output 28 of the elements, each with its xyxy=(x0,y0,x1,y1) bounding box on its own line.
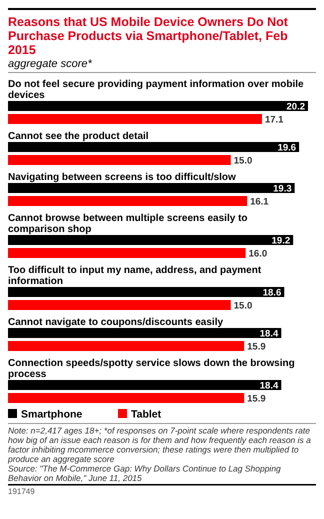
y-tick-label: Cannot navigate to coupons/discounts easily xyxy=(8,317,224,328)
legend-label: Smartphone xyxy=(21,408,82,420)
y-tick-label: Connection speeds/spotty service slows down the browsing process xyxy=(8,358,295,380)
data-label: 19.2 xyxy=(272,236,290,246)
data-label: 15.9 xyxy=(247,394,266,404)
chart-title: Reasons that US Mobile Device Owners Do Not Purchase Products via Smartphone/Tablet, Feb 2015 xyxy=(8,15,289,57)
source-note: Source: "The M-Commerce Gap: Why Dollars Continue to Lag Shopping Behavior on Mobile," June 11, 2015 xyxy=(8,464,282,483)
text: 191749 xyxy=(8,487,36,496)
legend-label: Tablet xyxy=(131,408,162,420)
data-label: 15.0 xyxy=(234,156,252,166)
data-label: 17.1 xyxy=(264,114,284,126)
y-tick-label: Cannot see the product detail xyxy=(8,131,149,142)
y-tick-label: Too difficult to input my name, address, and payment information xyxy=(8,265,262,287)
y-tick-label: Cannot browse between multiple screens easily to comparison shop xyxy=(8,213,248,235)
data-label: 19.3 xyxy=(273,184,292,194)
data-label: 16.0 xyxy=(248,248,268,260)
data-label: 19.6 xyxy=(278,142,296,154)
text: Note: n=2,417 ages 18+; *of responses on 7-point scale where respondents rate how big of an issue each reason is for them and how frequently each reason is a factor inhibiting mcommerce conversion; these ratings were then multiplied to produce an aggregate score xyxy=(7,426,312,464)
data-label: 18.4 xyxy=(260,328,279,340)
data-label: 18.6 xyxy=(262,288,282,298)
y-tick-label: Do not feel secure providing payment information over mobile devices xyxy=(8,79,304,101)
y-tick-label: Navigating between screens is too difficult/slow xyxy=(8,172,236,183)
data-label: 16.1 xyxy=(250,196,270,208)
data-label: 15.0 xyxy=(234,300,252,312)
chart-subtitle: aggregate score* xyxy=(8,58,92,70)
data-label: 18.4 xyxy=(260,380,279,392)
data-label: 15.9 xyxy=(247,342,266,352)
data-label: 20.2 xyxy=(286,102,305,112)
